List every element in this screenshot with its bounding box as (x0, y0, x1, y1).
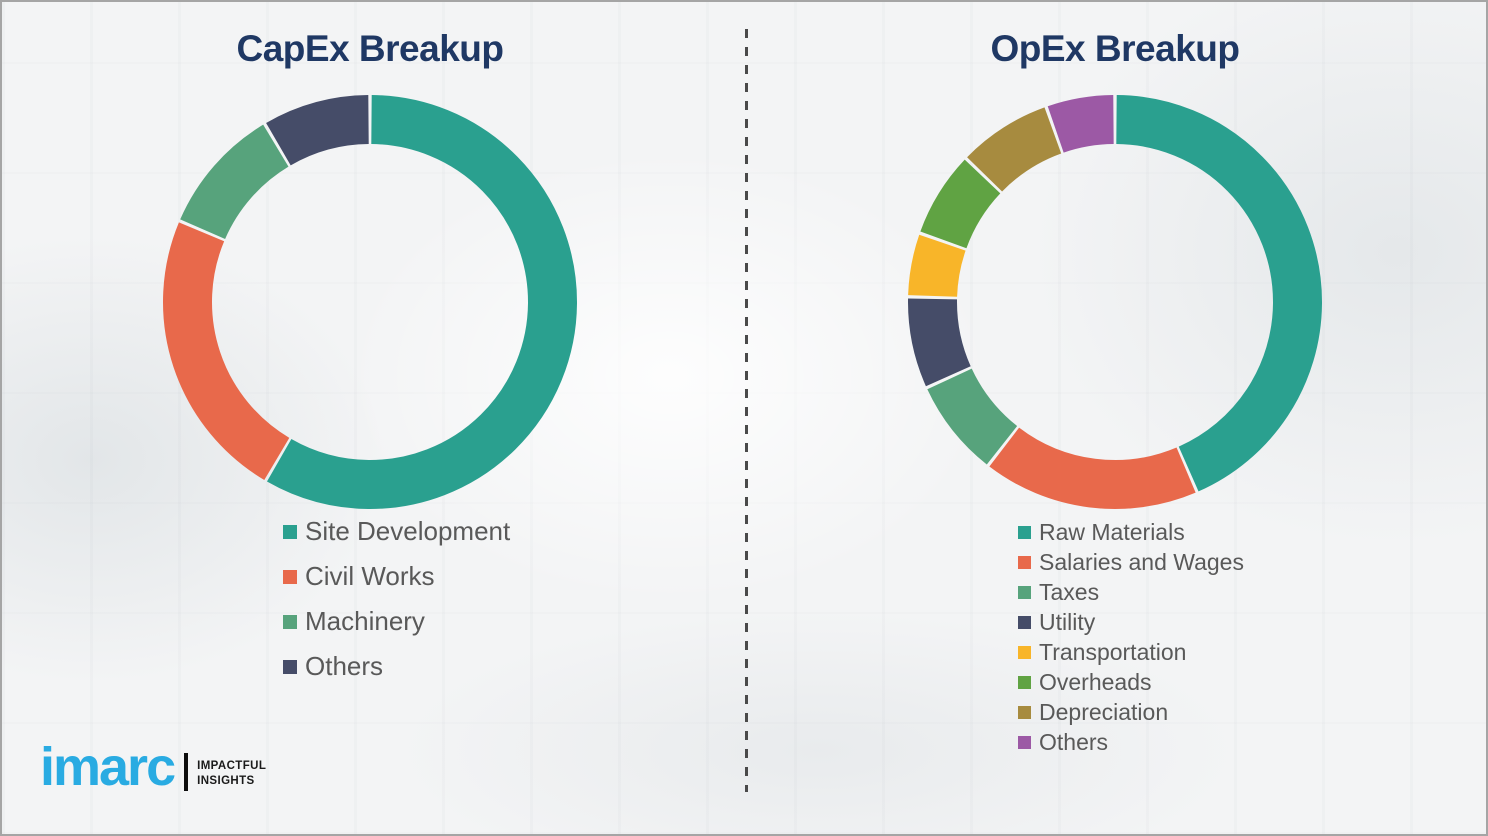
legend-item: Site Development (283, 509, 510, 554)
legend-label: Site Development (305, 516, 511, 546)
donut-segment-overheads (908, 94, 1322, 509)
capex-legend: Site Development Civil Works Machinery Othe… (283, 509, 510, 689)
legend-label: Others (1039, 728, 1109, 755)
legend-label: Transportation (1039, 638, 1187, 665)
donut-segment-taxes (908, 95, 1322, 509)
legend-swatch (1018, 705, 1031, 719)
donut-segment-raw-materials (908, 94, 1322, 509)
opex-legend: Raw Materials Salaries and Wages Taxes Util… (1018, 517, 1244, 757)
logo-tagline-line2: INSIGHTS (197, 775, 255, 788)
capex-donut-chart (162, 94, 577, 510)
legend-item: Machinery (283, 599, 510, 644)
legend-swatch (1018, 615, 1031, 629)
legend-item: Others (1018, 727, 1244, 757)
imarc-brand-text: imarc (40, 737, 176, 797)
legend-label: Salaries and Wages (1039, 548, 1244, 575)
legend-swatch (1018, 525, 1031, 539)
legend-swatch (1018, 735, 1031, 749)
donut-segment-machinery (162, 95, 577, 510)
donut-segment-civil-works (163, 95, 577, 509)
legend-label: Taxes (1039, 578, 1100, 605)
legend-item: Others (283, 644, 510, 689)
legend-item: Salaries and Wages (1018, 547, 1244, 577)
legend-swatch (283, 659, 297, 674)
logo-tagline: IMPACTFUL INSIGHTS (197, 759, 266, 789)
legend-label: Others (305, 651, 384, 681)
legend-label: Machinery (305, 606, 425, 636)
legend-item: Overheads (1018, 667, 1244, 697)
legend-item: Civil Works (283, 554, 510, 599)
donut-segment-others (908, 95, 1322, 509)
center-dashed-divider (745, 29, 748, 792)
imarc-logo: imarc IMPACTFUL INSIGHTS (40, 737, 266, 797)
legend-swatch (283, 569, 297, 584)
legend-label: Depreciation (1039, 698, 1169, 725)
legend-label: Civil Works (305, 561, 435, 591)
legend-item: Depreciation (1018, 697, 1244, 727)
opex-donut-chart (908, 94, 1323, 510)
legend-item: Transportation (1018, 637, 1244, 667)
opex-chart-title: OpEx Breakup (990, 28, 1240, 69)
legend-label: Raw Materials (1039, 518, 1185, 545)
legend-item: Taxes (1018, 577, 1244, 607)
donut-segment-others (163, 94, 577, 509)
legend-label: Overheads (1039, 668, 1152, 695)
legend-item: Utility (1018, 607, 1244, 637)
legend-swatch (1018, 675, 1031, 689)
capex-chart-title: CapEx Breakup (236, 28, 505, 69)
legend-swatch (1018, 645, 1031, 659)
legend-swatch (283, 524, 297, 539)
legend-item: Raw Materials (1018, 517, 1244, 547)
legend-swatch (1018, 555, 1031, 569)
logo-divider-bar (184, 753, 189, 792)
logo-tagline-line1: IMPACTFUL (197, 760, 267, 773)
legend-swatch (283, 614, 297, 629)
legend-label: Utility (1039, 608, 1096, 635)
legend-swatch (1018, 585, 1031, 599)
